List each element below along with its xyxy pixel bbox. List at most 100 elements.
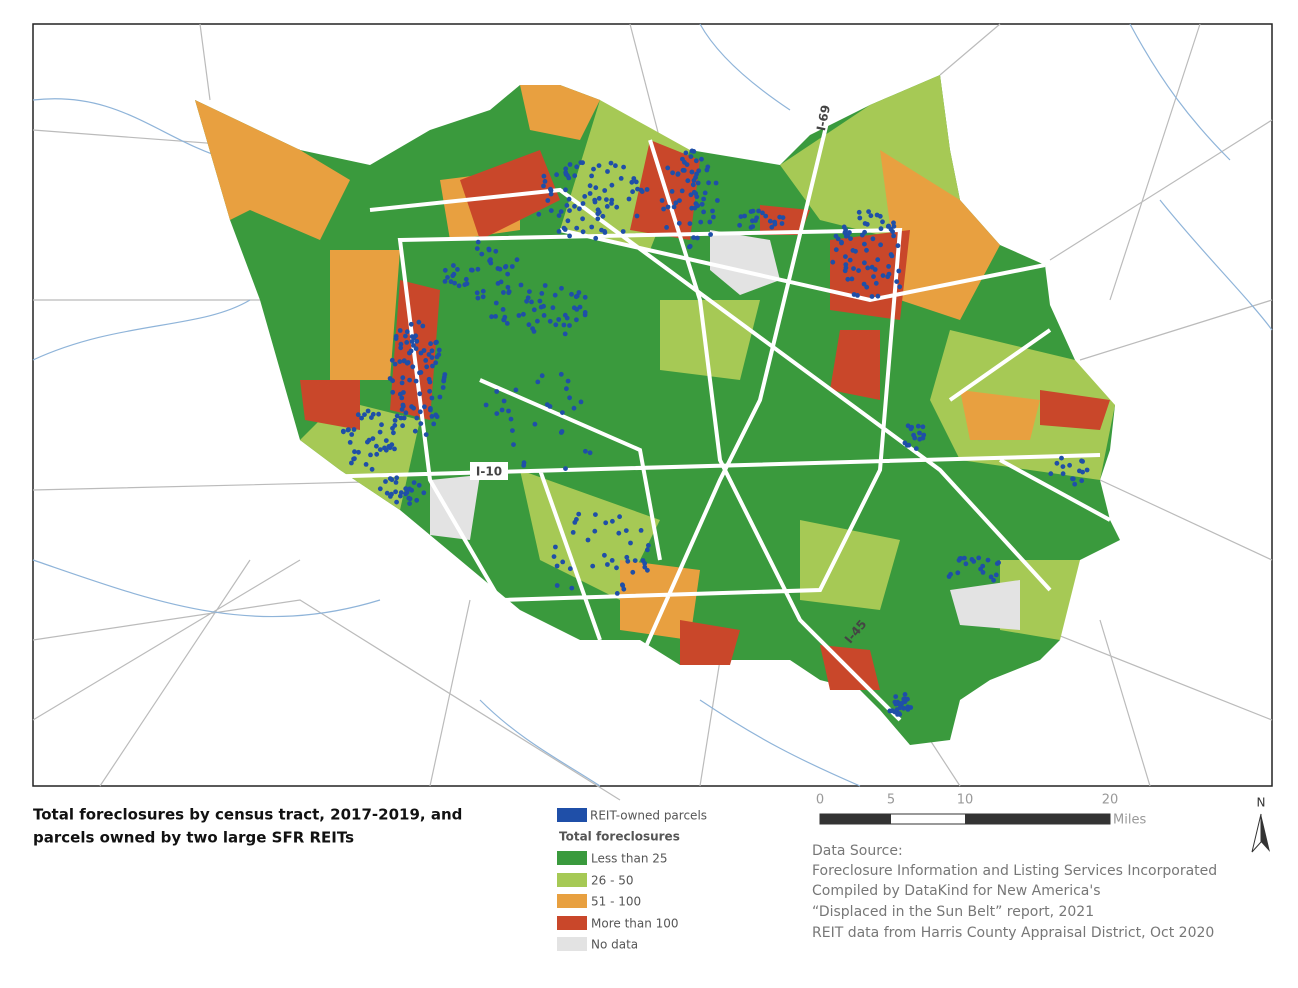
parcel-dot bbox=[569, 585, 575, 591]
parcel-dot bbox=[609, 197, 615, 203]
parcel-dot bbox=[545, 198, 551, 203]
parcel-dot bbox=[851, 292, 857, 297]
parcel-dot bbox=[704, 167, 710, 173]
parcel-dot bbox=[886, 264, 891, 269]
parcel-dot bbox=[566, 196, 572, 202]
parcel-dot bbox=[416, 319, 422, 325]
source-line: “Displaced in the Sun Belt” report, 2021 bbox=[812, 904, 1094, 920]
parcel-dot bbox=[681, 168, 687, 173]
parcel-dot bbox=[377, 429, 383, 435]
parcel-dot bbox=[842, 268, 848, 274]
parcel-dot bbox=[390, 389, 396, 395]
parcel-dot bbox=[605, 562, 610, 567]
parcel-dot bbox=[359, 415, 364, 421]
parcel-dot bbox=[630, 189, 635, 195]
parcel-dot bbox=[521, 460, 527, 466]
parcel-dot bbox=[580, 216, 585, 222]
parcel-dot bbox=[369, 466, 375, 472]
parcel-dot bbox=[993, 572, 999, 578]
parcel-dot bbox=[501, 398, 507, 404]
parcel-dot bbox=[580, 160, 585, 166]
parcel-dot bbox=[582, 194, 588, 199]
parcel-dot bbox=[634, 213, 640, 219]
parcel-dot bbox=[886, 271, 892, 277]
parcel-dot bbox=[851, 266, 856, 271]
parcel-dot bbox=[535, 318, 540, 324]
parcel-dot bbox=[614, 565, 619, 571]
parcel-dot bbox=[862, 241, 867, 247]
parcel-dot bbox=[409, 339, 415, 344]
parcel-dot bbox=[890, 708, 895, 714]
parcel-dot bbox=[456, 283, 462, 289]
parcel-dot bbox=[563, 187, 568, 193]
parcel-dot bbox=[864, 247, 869, 253]
parcel-dot bbox=[389, 357, 395, 363]
parcel-dot bbox=[946, 574, 952, 579]
parcel-dot bbox=[427, 388, 432, 394]
parcel-dot bbox=[839, 240, 844, 246]
scale-segment bbox=[965, 814, 1110, 824]
parcel-dot bbox=[433, 340, 439, 346]
legend-label: 26 - 50 bbox=[591, 874, 634, 888]
parcel-dot bbox=[548, 208, 554, 214]
parcel-dot bbox=[474, 290, 480, 296]
parcel-dot bbox=[698, 219, 704, 225]
parcel-dot bbox=[905, 707, 911, 712]
parcel-dot bbox=[368, 452, 373, 458]
parcel-dot bbox=[620, 583, 626, 588]
parcel-dot bbox=[638, 187, 644, 193]
parcel-dot bbox=[669, 189, 675, 194]
parcel-dot bbox=[455, 267, 460, 272]
parcel-dot bbox=[563, 170, 569, 176]
parcel-dot bbox=[617, 514, 622, 520]
parcel-dot bbox=[511, 442, 516, 447]
parcel-dot bbox=[536, 211, 542, 217]
legend-label: REIT-owned parcels bbox=[590, 809, 707, 823]
parcel-dot bbox=[911, 432, 916, 438]
parcel-dot bbox=[690, 182, 696, 188]
parcel-dot bbox=[541, 183, 546, 189]
parcel-dot bbox=[902, 692, 908, 697]
parcel-dot bbox=[849, 276, 855, 282]
parcel-dot bbox=[441, 378, 447, 384]
legend-swatch bbox=[557, 894, 587, 908]
parcel-dot bbox=[991, 577, 996, 583]
parcel-dot bbox=[394, 499, 399, 505]
parcel-dot bbox=[760, 210, 765, 216]
parcel-dot bbox=[625, 558, 631, 564]
parcel-dot bbox=[585, 537, 591, 543]
parcel-dot bbox=[842, 230, 848, 236]
parcel-dot bbox=[896, 711, 902, 716]
parcel-dot bbox=[541, 303, 546, 309]
parcel-dot bbox=[688, 154, 694, 160]
parcel-dot bbox=[501, 290, 506, 295]
parcel-dot bbox=[513, 387, 519, 393]
parcel-dot bbox=[401, 390, 406, 395]
parcel-dot bbox=[411, 405, 416, 411]
parcel-dot bbox=[427, 379, 433, 385]
parcel-dot bbox=[962, 555, 967, 561]
parcel-dot bbox=[556, 213, 562, 219]
parcel-dot bbox=[742, 213, 747, 219]
parcel-dot bbox=[701, 209, 706, 215]
parcel-dot bbox=[429, 348, 435, 354]
parcel-dot bbox=[763, 213, 769, 219]
parcel-dot bbox=[587, 183, 593, 189]
parcel-dot bbox=[374, 443, 379, 449]
parcel-dot bbox=[702, 190, 708, 196]
parcel-dot bbox=[646, 543, 651, 548]
parcel-dot bbox=[665, 165, 671, 171]
parcel-dot bbox=[553, 544, 558, 550]
parcel-dot bbox=[635, 186, 640, 192]
legend-label: No data bbox=[591, 938, 638, 952]
parcel-dot bbox=[563, 166, 569, 172]
parcel-dot bbox=[398, 345, 404, 351]
parcel-dot bbox=[405, 360, 411, 365]
parcel-dot bbox=[408, 321, 414, 327]
parcel-dot bbox=[675, 172, 681, 177]
parcel-dot bbox=[610, 518, 615, 524]
shield bbox=[470, 462, 508, 480]
legend-heading: Total foreclosures bbox=[559, 830, 680, 844]
parcel-dot bbox=[589, 224, 595, 230]
parcel-dot bbox=[349, 432, 355, 437]
